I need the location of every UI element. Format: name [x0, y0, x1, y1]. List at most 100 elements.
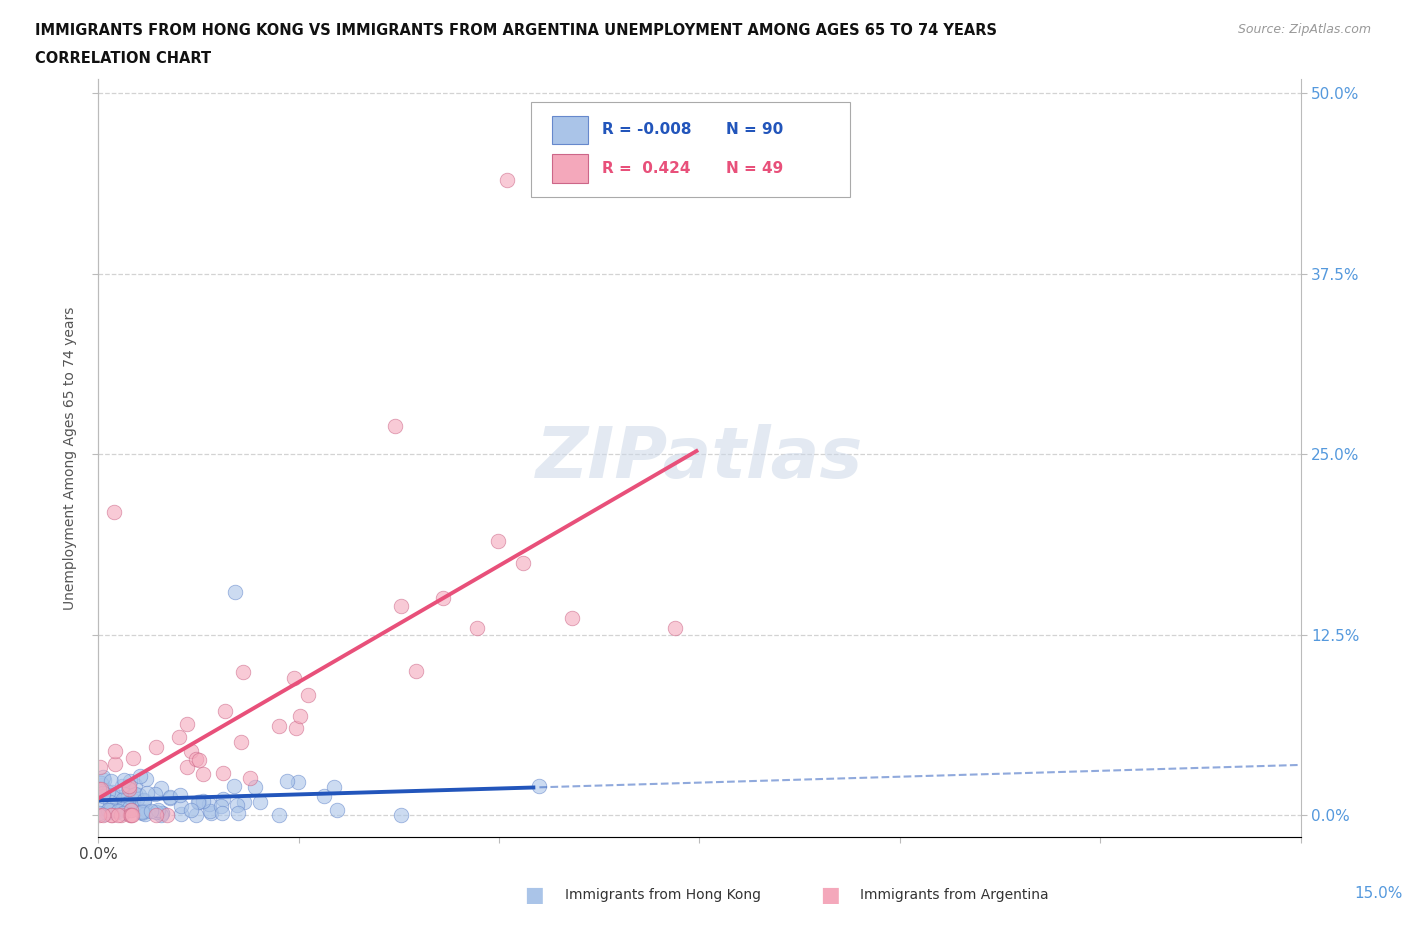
Point: [112, 798, 135, 813]
Point: [100, 808, 122, 823]
Point: [104, 756, 127, 771]
Point: [117, 795, 139, 810]
Point: [389, 599, 412, 614]
Point: [285, 721, 308, 736]
Point: [176, 716, 198, 731]
Point: [184, 751, 207, 766]
Point: [128, 788, 150, 803]
Point: [186, 807, 208, 822]
Point: [127, 791, 149, 806]
Point: [134, 806, 156, 821]
Point: [129, 768, 152, 783]
Point: [232, 795, 254, 810]
Point: [187, 795, 209, 810]
Point: [211, 805, 233, 820]
Point: [176, 759, 198, 774]
Point: [243, 779, 266, 794]
Point: [167, 730, 190, 745]
Point: [100, 804, 122, 819]
Point: [226, 797, 249, 812]
Point: [150, 807, 173, 822]
Point: [121, 751, 143, 766]
Point: [384, 418, 406, 433]
Point: [148, 803, 170, 817]
Point: [512, 555, 534, 570]
Point: [135, 772, 157, 787]
Point: [405, 663, 427, 678]
Point: [97, 803, 120, 817]
Y-axis label: Unemployment Among Ages 65 to 74 years: Unemployment Among Ages 65 to 74 years: [63, 306, 77, 610]
Point: [200, 805, 222, 820]
Point: [232, 664, 254, 679]
Text: ■: ■: [820, 884, 839, 905]
Text: CORRELATION CHART: CORRELATION CHART: [35, 51, 211, 66]
Point: [283, 671, 305, 685]
Point: [134, 793, 156, 808]
Point: [111, 792, 134, 807]
Point: [145, 739, 167, 754]
Point: [90, 775, 112, 790]
Point: [111, 802, 134, 817]
Point: [496, 173, 519, 188]
Point: [159, 790, 181, 805]
Point: [103, 803, 125, 817]
Point: [117, 779, 139, 794]
Point: [465, 620, 488, 635]
Point: [214, 704, 236, 719]
Point: [228, 805, 250, 820]
Point: [89, 760, 111, 775]
Point: [120, 774, 142, 789]
Point: [150, 805, 173, 820]
Point: [143, 786, 166, 801]
Point: [91, 786, 114, 801]
Point: [209, 799, 232, 814]
Point: [145, 807, 167, 822]
Point: [159, 790, 181, 804]
Point: [120, 803, 142, 817]
Point: [110, 808, 132, 823]
Point: [191, 766, 214, 781]
Point: [131, 804, 153, 818]
Point: [91, 778, 114, 793]
FancyBboxPatch shape: [531, 101, 849, 196]
Point: [170, 806, 193, 821]
Point: [187, 753, 209, 768]
Point: [100, 773, 122, 788]
Point: [231, 735, 253, 750]
Point: [197, 796, 219, 811]
Point: [145, 804, 167, 819]
Point: [120, 807, 142, 822]
Point: [115, 798, 138, 813]
Point: [89, 781, 111, 796]
Point: [124, 777, 146, 792]
Point: [664, 620, 686, 635]
Point: [115, 790, 138, 805]
Point: [131, 805, 153, 820]
Point: [211, 791, 233, 806]
Point: [91, 769, 114, 784]
Point: [122, 792, 145, 807]
Point: [139, 804, 162, 818]
Point: [131, 804, 153, 819]
Point: [103, 505, 125, 520]
Point: [529, 778, 551, 793]
Point: [224, 584, 246, 599]
Text: IMMIGRANTS FROM HONG KONG VS IMMIGRANTS FROM ARGENTINA UNEMPLOYMENT AMONG AGES 6: IMMIGRANTS FROM HONG KONG VS IMMIGRANTS …: [35, 23, 997, 38]
Text: R =  0.424: R = 0.424: [602, 161, 690, 176]
Point: [118, 801, 141, 816]
Point: [96, 784, 118, 799]
Point: [93, 773, 115, 788]
Point: [112, 772, 135, 787]
Point: [114, 792, 136, 807]
Point: [312, 789, 335, 804]
Point: [111, 778, 134, 793]
Point: [323, 779, 346, 794]
Point: [120, 803, 142, 817]
Point: [198, 804, 221, 818]
Text: N = 90: N = 90: [725, 123, 783, 138]
Point: [326, 803, 349, 817]
Point: [211, 765, 233, 780]
Point: [287, 775, 309, 790]
Point: [120, 797, 142, 812]
Point: [98, 795, 121, 810]
